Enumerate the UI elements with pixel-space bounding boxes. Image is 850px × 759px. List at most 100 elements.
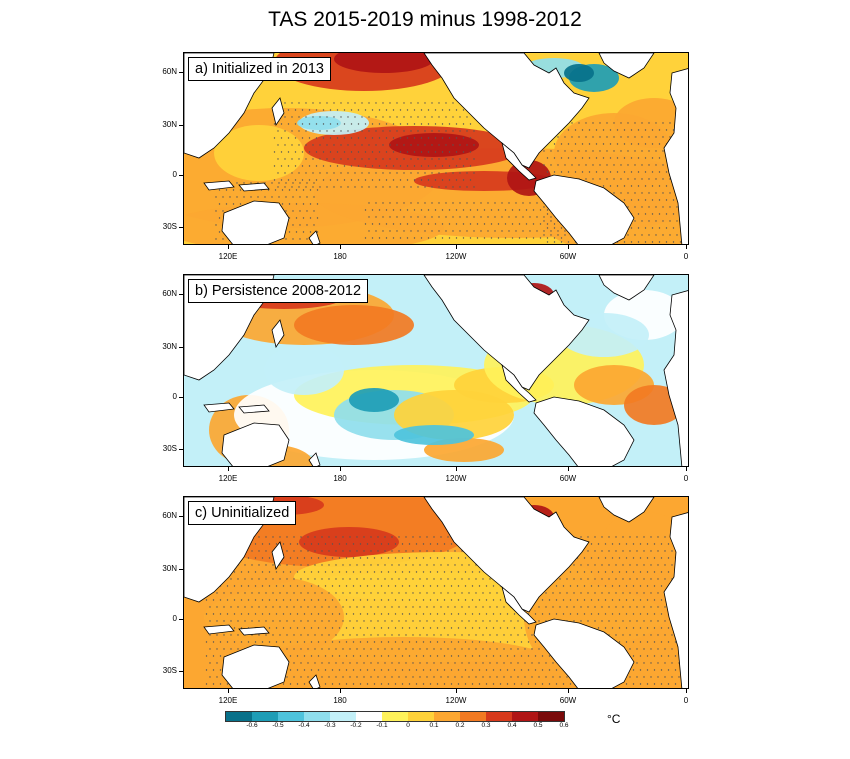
stipple-dot xyxy=(622,606,624,608)
stipple-dot xyxy=(438,102,440,104)
stipple-dot xyxy=(464,655,467,657)
stipple-dot xyxy=(405,592,407,594)
stipple-dot xyxy=(475,676,477,678)
stipple-dot xyxy=(284,144,286,146)
stipple-dot xyxy=(508,230,510,232)
stipple-dot xyxy=(216,648,218,650)
stipple-dot xyxy=(408,655,411,657)
stipple-dot xyxy=(350,165,353,167)
stipple-dot xyxy=(450,669,453,671)
stipple-dot xyxy=(322,179,325,181)
stipple-dot xyxy=(471,613,474,615)
stipple-dot xyxy=(345,571,348,573)
stipple-dot xyxy=(336,151,339,153)
stipple-dot xyxy=(422,543,425,545)
stipple-dot xyxy=(473,202,475,204)
stipple-dot xyxy=(357,179,360,181)
stipple-dot xyxy=(441,209,444,211)
stipple-dot xyxy=(517,676,519,678)
stipple-dot xyxy=(646,571,649,573)
stipple-dot xyxy=(408,557,411,559)
stipple-dot xyxy=(485,613,488,615)
stipple-dot xyxy=(349,620,351,622)
stipple-dot xyxy=(578,136,580,138)
stipple-dot xyxy=(209,606,211,608)
stipple-dot xyxy=(636,564,638,566)
stipple-dot xyxy=(240,585,243,587)
stipple-dot xyxy=(230,620,232,622)
stipple-dot xyxy=(618,599,621,601)
stipple-dot xyxy=(602,171,605,173)
stipple-dot xyxy=(226,683,229,685)
stipple-dot xyxy=(671,564,673,566)
stipple-dot xyxy=(413,179,416,181)
stipple-dot xyxy=(272,634,274,636)
stipple-dot xyxy=(301,109,304,111)
colorbar-label: -0.1 xyxy=(376,722,388,729)
stipple-dot xyxy=(223,620,225,622)
stipple-dot xyxy=(447,564,449,566)
stipple-dot xyxy=(375,202,377,204)
stipple-dot xyxy=(543,164,545,166)
lat-tick-label: 60N xyxy=(162,511,177,520)
stipple-dot xyxy=(427,165,430,167)
stipple-dot xyxy=(377,648,379,650)
stipple-dot xyxy=(574,157,577,159)
stipple-dot xyxy=(250,196,252,198)
stipple-dot xyxy=(387,641,390,643)
lat-tick-label: 60N xyxy=(162,289,177,298)
stipple-dot xyxy=(324,543,327,545)
stipple-dot xyxy=(392,223,395,225)
stipple-dot xyxy=(310,571,313,573)
stipple-dot xyxy=(412,648,414,650)
colorbar-swatch xyxy=(434,712,460,721)
stipple-dot xyxy=(336,109,339,111)
stipple-dot xyxy=(587,564,589,566)
stipple-dot xyxy=(634,206,636,208)
stipple-dot xyxy=(384,592,386,594)
stipple-dot xyxy=(335,536,337,538)
stipple-dot xyxy=(342,676,344,678)
stipple-dot xyxy=(377,578,379,580)
stipple-dot xyxy=(364,109,367,111)
stipple-dot xyxy=(364,123,367,125)
stipple-dot xyxy=(504,237,507,239)
stipple-dot xyxy=(310,599,313,601)
stipple-dot xyxy=(218,217,221,219)
stipple-dot xyxy=(218,231,221,233)
stipple-dot xyxy=(335,578,337,580)
stipple-dot xyxy=(665,227,668,229)
stipple-dot xyxy=(580,620,582,622)
stipple-dot xyxy=(396,216,398,218)
lon-tick-label: 0 xyxy=(683,252,689,261)
stipple-dot xyxy=(299,224,301,226)
stipple-dot xyxy=(637,227,640,229)
stipple-dot xyxy=(457,599,460,601)
stipple-dot xyxy=(420,237,423,239)
stipple-dot xyxy=(637,241,640,243)
stipple-dot xyxy=(546,157,549,159)
stipple-dot xyxy=(622,564,624,566)
stipple-dot xyxy=(660,585,663,587)
stipple-dot xyxy=(420,223,423,225)
stipple-dot xyxy=(307,676,309,678)
stipple-dot xyxy=(658,227,661,229)
stipple-dot xyxy=(384,648,386,650)
colorbar-label: -0.6 xyxy=(246,722,258,729)
stipple-dot xyxy=(331,571,334,573)
stipple-dot xyxy=(475,592,477,594)
stipple-dot xyxy=(473,144,475,146)
stipple-dot xyxy=(279,592,281,594)
lon-tick-label: 180 xyxy=(333,474,347,483)
stipple-dot xyxy=(205,655,208,657)
stipple-dot xyxy=(396,130,398,132)
stipple-dot xyxy=(567,157,570,159)
stipple-dot xyxy=(349,606,351,608)
stipple-dot xyxy=(309,203,312,205)
stipple-dot xyxy=(342,536,344,538)
colorbar-swatch xyxy=(382,712,408,721)
stipple-dot xyxy=(305,116,307,118)
stipple-dot xyxy=(371,237,374,239)
stipple-dot xyxy=(368,230,370,232)
stipple-dot xyxy=(625,613,628,615)
